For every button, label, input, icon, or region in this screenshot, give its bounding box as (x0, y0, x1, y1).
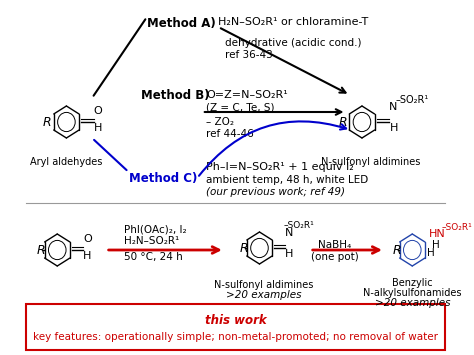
Text: H: H (94, 123, 102, 133)
Text: O: O (94, 106, 102, 116)
Bar (26, 304, 445, 350)
Text: O: O (83, 234, 91, 244)
Text: H: H (427, 248, 435, 258)
Text: Method B): Method B) (140, 88, 209, 102)
Text: Ph–I=N–SO₂R¹ + 1 equiv I₂: Ph–I=N–SO₂R¹ + 1 equiv I₂ (206, 162, 354, 172)
Text: >20 examples: >20 examples (374, 298, 450, 308)
Text: N: N (285, 228, 293, 238)
Text: ambient temp, 48 h, white LED: ambient temp, 48 h, white LED (206, 175, 369, 185)
Text: –SO₂R¹: –SO₂R¹ (283, 222, 314, 230)
Text: this work: this work (205, 313, 266, 327)
Text: H: H (83, 251, 91, 261)
Text: Method C): Method C) (128, 172, 197, 185)
Text: O=Z=N–SO₂R¹: O=Z=N–SO₂R¹ (206, 90, 288, 100)
Text: (one pot): (one pot) (310, 252, 358, 262)
Text: (Z = C, Te, S): (Z = C, Te, S) (206, 103, 275, 113)
Text: Aryl aldehydes: Aryl aldehydes (30, 157, 102, 167)
Text: (our previous work; ref 49): (our previous work; ref 49) (206, 187, 346, 197)
Text: key features: operationally simple; non-metal-promoted; no removal of water: key features: operationally simple; non-… (33, 332, 438, 342)
FancyArrowPatch shape (199, 121, 346, 176)
Text: N-sulfonyl aldimines: N-sulfonyl aldimines (214, 280, 314, 290)
Text: HN: HN (429, 229, 446, 239)
Text: NaBH₄: NaBH₄ (318, 240, 351, 250)
Text: R: R (37, 244, 46, 257)
Text: ref 44-46: ref 44-46 (206, 129, 254, 139)
Text: R: R (338, 115, 347, 129)
Text: H: H (432, 240, 440, 250)
Text: R: R (239, 241, 248, 255)
Text: H: H (390, 123, 398, 133)
Text: –SO₂R¹: –SO₂R¹ (396, 95, 429, 105)
Text: – ZO₂: – ZO₂ (206, 117, 235, 127)
Text: N: N (389, 102, 397, 112)
Text: H: H (285, 249, 293, 259)
Text: H₂N–SO₂R¹: H₂N–SO₂R¹ (124, 236, 179, 246)
Text: ref 36-43: ref 36-43 (225, 50, 273, 60)
Text: Benzylic: Benzylic (392, 278, 433, 288)
Text: N-alkylsulfonamides: N-alkylsulfonamides (363, 288, 462, 298)
Text: >20 examples: >20 examples (226, 290, 302, 300)
Text: PhI(OAc)₂, I₂: PhI(OAc)₂, I₂ (124, 225, 187, 235)
Text: R: R (43, 115, 51, 129)
Text: 50 °C, 24 h: 50 °C, 24 h (124, 252, 183, 262)
Text: R: R (392, 244, 401, 257)
Text: –SO₂R¹: –SO₂R¹ (442, 224, 472, 233)
Text: Method A): Method A) (147, 17, 216, 30)
Text: N-sulfonyl aldimines: N-sulfonyl aldimines (321, 157, 421, 167)
Text: dehydrative (acidic cond.): dehydrative (acidic cond.) (225, 38, 361, 48)
Text: H₂N–SO₂R¹ or chloramine-T: H₂N–SO₂R¹ or chloramine-T (219, 17, 369, 27)
